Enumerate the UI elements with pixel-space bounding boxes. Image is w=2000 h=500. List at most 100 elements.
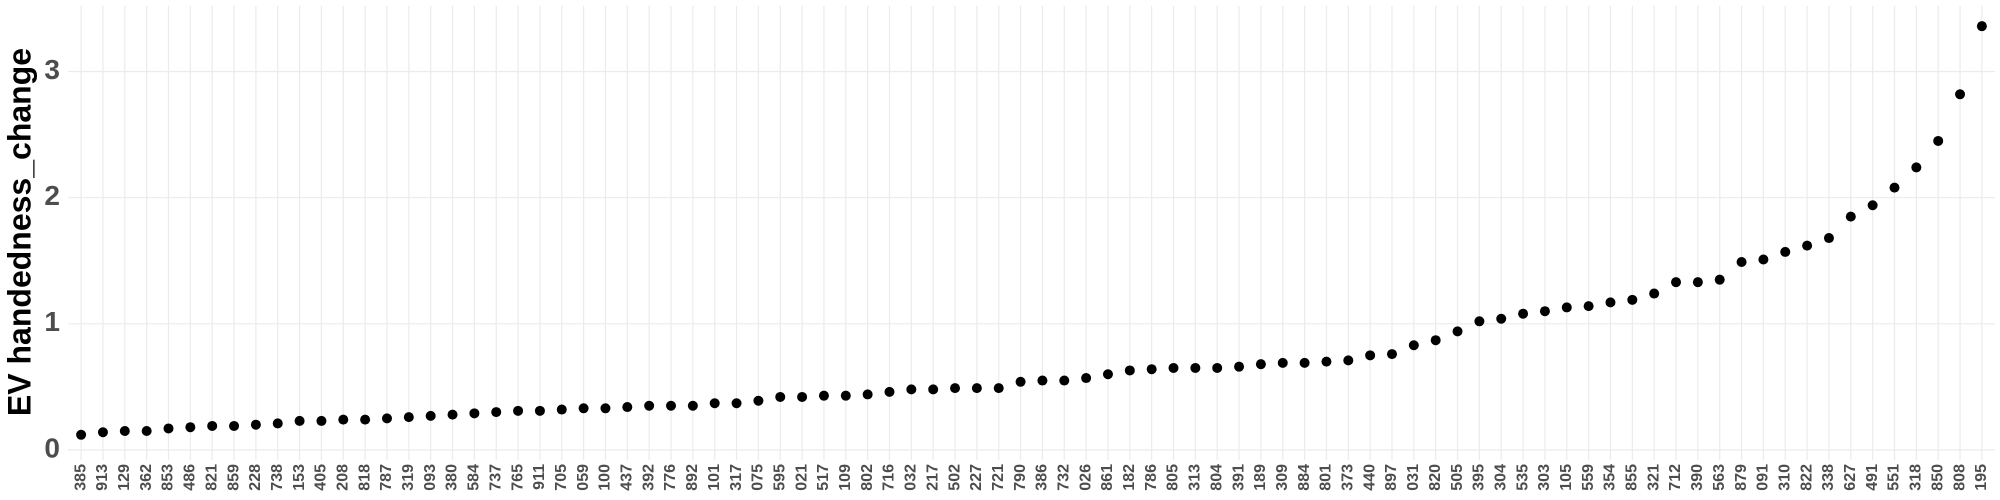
- x-tick-label: 738: [269, 464, 286, 491]
- y-axis-title: EV handedness_change: [1, 48, 37, 416]
- point: [76, 429, 87, 440]
- x-tick-label: 059: [575, 464, 592, 491]
- x-tick-label: 182: [1121, 464, 1138, 491]
- point: [644, 400, 655, 411]
- point: [425, 410, 436, 421]
- x-tick-label: 802: [859, 464, 876, 491]
- point: [360, 414, 371, 425]
- point: [1845, 211, 1856, 222]
- point: [338, 414, 349, 425]
- point: [141, 425, 152, 436]
- x-tick-label: 804: [1208, 464, 1225, 491]
- point: [950, 383, 961, 394]
- point: [1627, 294, 1638, 305]
- point: [1976, 21, 1987, 32]
- x-tick-label: 850: [1929, 464, 1946, 491]
- point: [1146, 364, 1157, 375]
- point: [1496, 313, 1507, 324]
- x-tick-label: 486: [182, 464, 199, 491]
- point: [1059, 375, 1070, 386]
- x-tick-label: 195: [1973, 464, 1990, 491]
- point: [1124, 365, 1135, 376]
- point: [797, 391, 808, 402]
- point: [1277, 357, 1288, 368]
- point: [97, 427, 108, 438]
- point: [1190, 362, 1201, 373]
- x-tick-label: 303: [1536, 464, 1553, 491]
- x-tick-label: 716: [881, 464, 898, 491]
- point: [687, 400, 698, 411]
- x-tick-label: 385: [72, 464, 89, 491]
- point: [971, 383, 982, 394]
- point: [1780, 246, 1791, 257]
- point: [1474, 316, 1485, 327]
- x-tick-label: 091: [1755, 464, 1772, 491]
- x-tick-label: 879: [1733, 464, 1750, 491]
- y-tick-label: 0: [44, 432, 60, 463]
- point: [119, 425, 130, 436]
- point: [1255, 359, 1266, 370]
- point: [1234, 361, 1245, 372]
- x-tick-label: 386: [1034, 464, 1051, 491]
- x-tick-label: 821: [203, 464, 220, 491]
- x-tick-label: 380: [444, 464, 461, 491]
- x-tick-label: 884: [1296, 464, 1313, 491]
- x-tick-label: 217: [924, 464, 941, 491]
- x-tick-label: 109: [837, 464, 854, 491]
- point: [534, 405, 545, 416]
- x-tick-label: 820: [1427, 464, 1444, 491]
- x-tick-label: 313: [1187, 464, 1204, 491]
- point: [316, 415, 327, 426]
- x-tick-label: 338: [1820, 464, 1837, 491]
- x-tick-label: 491: [1864, 464, 1881, 491]
- x-tick-label: 390: [1689, 464, 1706, 491]
- point: [1802, 240, 1813, 251]
- point: [163, 423, 174, 434]
- point: [491, 407, 502, 418]
- point: [1037, 375, 1048, 386]
- point: [250, 419, 261, 430]
- x-tick-label: 853: [160, 464, 177, 491]
- x-tick-label: 859: [225, 464, 242, 491]
- x-tick-label: 440: [1361, 464, 1378, 491]
- x-tick-label: 517: [815, 464, 832, 491]
- point: [1015, 376, 1026, 387]
- x-tick-label: 362: [138, 464, 155, 491]
- x-tick-label: 787: [378, 464, 395, 491]
- point: [1408, 340, 1419, 351]
- x-tick-label: 100: [597, 464, 614, 491]
- point: [403, 412, 414, 423]
- point: [1518, 308, 1529, 319]
- x-tick-label: 392: [640, 464, 657, 491]
- x-tick-label: 309: [1274, 464, 1291, 491]
- x-tick-label: 911: [531, 464, 548, 490]
- point: [1386, 349, 1397, 360]
- x-tick-label: 786: [1143, 464, 1160, 491]
- point: [207, 420, 218, 431]
- x-tick-label: 101: [706, 464, 723, 491]
- point: [818, 390, 829, 401]
- x-tick-label: 354: [1602, 464, 1619, 491]
- point: [1692, 277, 1703, 288]
- point: [1889, 182, 1900, 193]
- point: [1081, 373, 1092, 384]
- point: [600, 403, 611, 414]
- x-tick-label: 318: [1908, 464, 1925, 491]
- point: [1561, 302, 1572, 313]
- x-tick-label: 535: [1514, 464, 1531, 491]
- point: [229, 420, 240, 431]
- x-tick-label: 818: [356, 464, 373, 491]
- point: [862, 389, 873, 400]
- point: [1736, 257, 1747, 268]
- y-tick-label: 3: [44, 54, 60, 85]
- x-tick-label: 712: [1667, 464, 1684, 491]
- x-tick-label: 913: [94, 464, 111, 491]
- x-tick-label: 032: [903, 464, 920, 491]
- point: [1605, 297, 1616, 308]
- x-tick-label: 317: [728, 464, 745, 491]
- x-tick-label: 021: [793, 464, 810, 491]
- point: [1365, 350, 1376, 361]
- point: [622, 402, 633, 413]
- x-tick-label: 551: [1886, 464, 1903, 491]
- x-tick-label: 737: [487, 464, 504, 491]
